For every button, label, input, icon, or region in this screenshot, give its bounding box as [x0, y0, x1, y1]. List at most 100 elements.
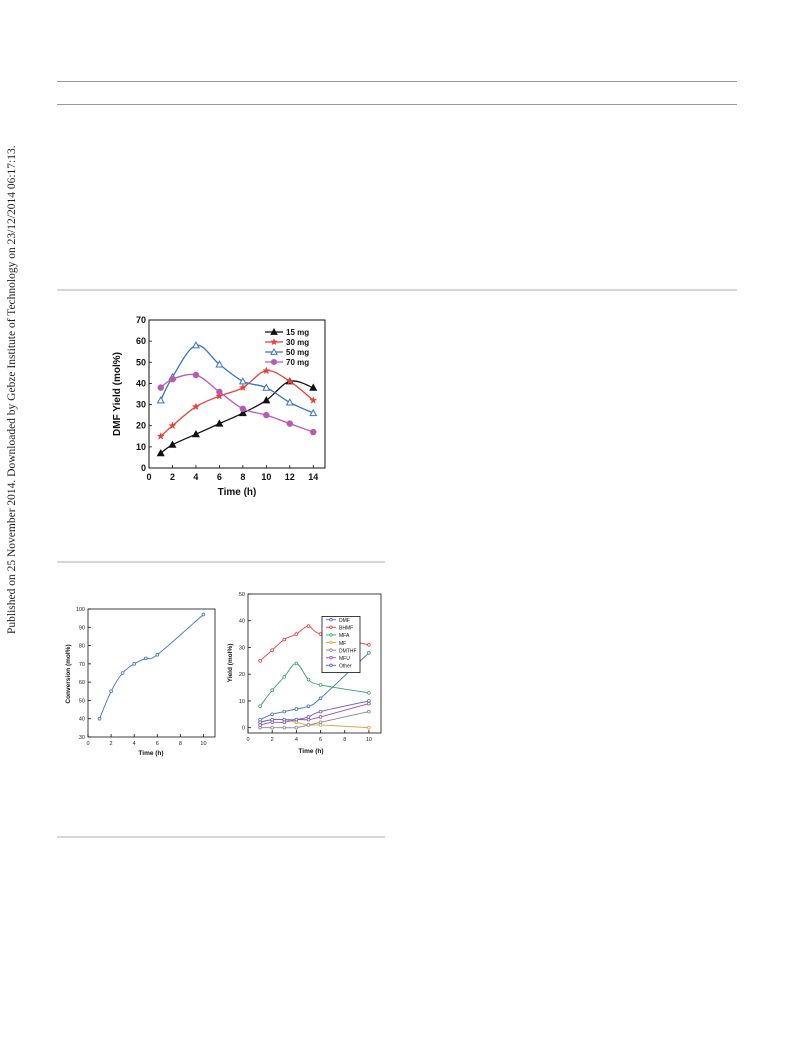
- data-point: [155, 652, 160, 657]
- data-point: [318, 720, 323, 725]
- y-tick-label: 60: [136, 336, 146, 346]
- x-tick-label: 8: [179, 741, 182, 747]
- data-point: [156, 432, 165, 440]
- data-point: [191, 429, 200, 438]
- y-tick-label: 90: [79, 625, 85, 631]
- y-tick-label: 60: [79, 680, 85, 686]
- series-line: [259, 703, 370, 726]
- data-point: [367, 691, 371, 695]
- x-tick-label: 0: [246, 737, 249, 743]
- legend-marker: [329, 640, 333, 645]
- x-tick-label: 6: [217, 472, 222, 482]
- y-tick-label: 30: [239, 645, 245, 651]
- data-point: [258, 720, 262, 725]
- y-tick-label: 30: [79, 735, 85, 741]
- data-point: [258, 704, 262, 709]
- data-point: [318, 696, 323, 701]
- series-line: [99, 614, 204, 719]
- data-point: [310, 428, 317, 436]
- data-point: [157, 384, 164, 391]
- data-point: [270, 712, 274, 717]
- data-point: [285, 377, 294, 385]
- y-tick-label: 100: [76, 607, 85, 613]
- y-axis-title: DMF Yield (mol%): [112, 352, 123, 436]
- data-point: [262, 383, 271, 391]
- y-tick-label: 40: [79, 717, 85, 723]
- figure-divider-1: [57, 289, 737, 291]
- legend-label: DMTHF: [339, 648, 357, 654]
- x-tick-label: 4: [193, 472, 198, 482]
- legend-label: MFU: [339, 656, 350, 662]
- data-point: [367, 725, 371, 730]
- data-point: [294, 632, 299, 636]
- x-tick-label: 0: [146, 472, 151, 482]
- data-point: [215, 391, 224, 400]
- y-tick-label: 70: [79, 662, 85, 668]
- y-tick-label: 0: [242, 726, 245, 732]
- x-tick-label: 2: [170, 472, 175, 482]
- data-point: [367, 651, 371, 655]
- data-point: [238, 408, 247, 417]
- header-rule-top: [57, 81, 737, 82]
- data-point: [270, 717, 274, 722]
- legend-marker: [270, 358, 278, 366]
- x-axis-title: Time (h): [298, 748, 323, 755]
- y-tick-label: 50: [239, 592, 245, 598]
- figure-divider-2: [57, 561, 385, 563]
- x-tick-label: 2: [110, 741, 113, 747]
- data-point: [306, 723, 311, 727]
- legend-marker: [270, 337, 278, 346]
- data-point: [318, 709, 323, 714]
- data-point: [367, 642, 371, 647]
- data-point: [309, 408, 318, 417]
- data-point: [168, 440, 177, 448]
- product-yield-chart: 0 2 4 6 8 10 0 10 20 30 40 50 Time (h) Yield (mol%)…: [227, 592, 382, 755]
- x-tick-label: 10: [261, 472, 271, 482]
- data-point: [132, 662, 136, 666]
- download-notice: Published on 25 November 2014. Downloade…: [6, 145, 18, 634]
- dmf-yield-chart: 0 2 4 6 8 10 12 14 0 10 20 30 40 50 60 70 Time (h) DMF …: [112, 315, 326, 498]
- legend-label: 70 mg: [286, 358, 309, 367]
- data-point: [215, 360, 224, 368]
- data-point: [215, 419, 224, 427]
- series-line: [259, 700, 370, 723]
- data-point: [367, 709, 371, 714]
- data-point: [306, 715, 311, 719]
- y-tick-label: 70: [136, 315, 146, 325]
- data-point: [285, 398, 294, 406]
- legend-marker: [329, 656, 333, 660]
- x-tick-label: 8: [240, 472, 245, 482]
- data-point: [294, 707, 299, 711]
- data-point: [191, 402, 200, 411]
- x-tick-label: 10: [366, 737, 372, 743]
- legend-marker: [329, 618, 333, 622]
- legend-marker: [329, 633, 333, 637]
- data-point: [282, 725, 287, 730]
- data-point: [169, 375, 176, 383]
- y-tick-label: 40: [136, 378, 146, 388]
- legend-label: BHMF: [339, 626, 353, 632]
- x-tick-label: 0: [86, 741, 89, 747]
- plot-frame: [247, 593, 382, 734]
- data-point: [97, 716, 102, 721]
- legend-label: MFA: [339, 633, 350, 639]
- data-point: [143, 656, 148, 661]
- legend-label: Other: [339, 664, 352, 670]
- data-point: [306, 677, 311, 682]
- x-tick-label: 2: [271, 737, 274, 743]
- data-point: [238, 377, 247, 385]
- data-point: [286, 420, 294, 427]
- conversion-chart: 0 2 4 6 8 10 30 40 50 60 70 80 90 100 Time (h) Conver…: [65, 607, 216, 757]
- data-point: [156, 396, 165, 404]
- data-point: [306, 704, 311, 709]
- data-point: [309, 396, 318, 404]
- y-axis-title: Conversion (mol%): [65, 644, 72, 703]
- y-tick-label: 40: [239, 619, 245, 625]
- y-tick-label: 30: [136, 400, 146, 410]
- y-axis-title: Yield (mol%): [227, 644, 234, 683]
- legend-marker: [329, 625, 333, 629]
- x-tick-label: 12: [285, 472, 295, 482]
- data-point: [192, 371, 200, 379]
- y-tick-label: 0: [141, 463, 146, 473]
- data-point: [258, 659, 262, 663]
